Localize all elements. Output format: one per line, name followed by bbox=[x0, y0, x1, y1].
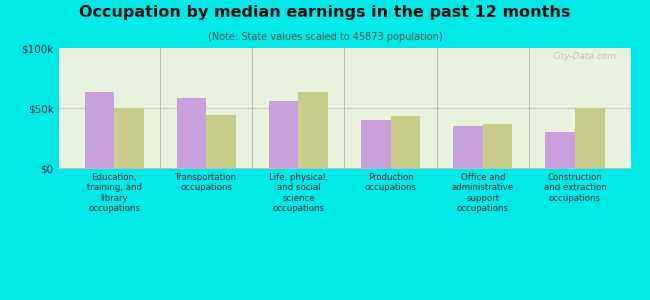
Legend: 45873, Ohio: 45873, Ohio bbox=[256, 298, 394, 300]
Text: (Note: State values scaled to 45873 population): (Note: State values scaled to 45873 popu… bbox=[208, 32, 442, 41]
Bar bbox=[84, 92, 114, 168]
Bar bbox=[114, 108, 144, 168]
Bar bbox=[575, 108, 604, 168]
Bar bbox=[453, 126, 483, 168]
Text: Occupation by median earnings in the past 12 months: Occupation by median earnings in the pas… bbox=[79, 4, 571, 20]
Bar bbox=[545, 132, 575, 168]
Bar bbox=[177, 98, 206, 168]
Bar bbox=[483, 124, 512, 168]
Bar bbox=[361, 120, 391, 168]
Bar bbox=[269, 101, 298, 168]
Bar bbox=[298, 92, 328, 168]
Text: City-Data.com: City-Data.com bbox=[552, 52, 616, 61]
Bar bbox=[391, 116, 420, 168]
Bar bbox=[206, 115, 236, 168]
